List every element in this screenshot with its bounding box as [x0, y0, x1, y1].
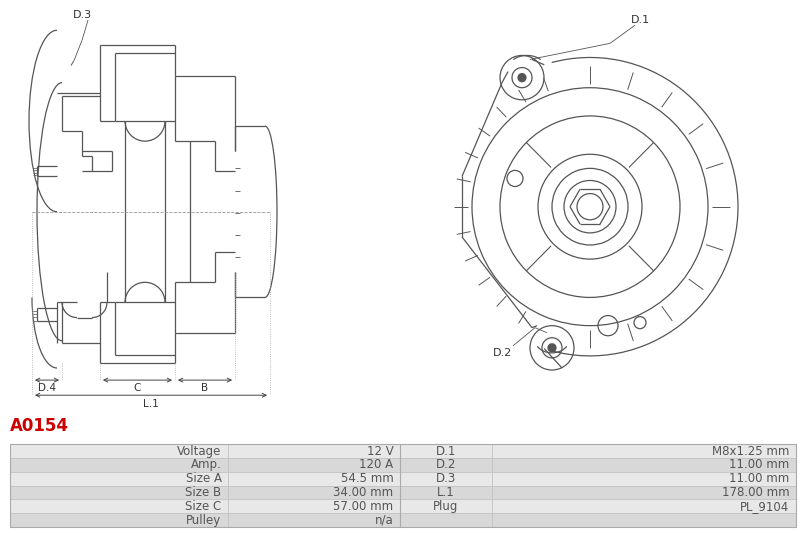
- Text: Size A: Size A: [186, 472, 222, 485]
- Circle shape: [518, 74, 526, 82]
- Text: M8x1.25 mm: M8x1.25 mm: [712, 445, 790, 458]
- Text: 12 V: 12 V: [367, 445, 394, 458]
- Bar: [10, 445, 228, 458]
- Circle shape: [548, 344, 556, 352]
- Text: D.1: D.1: [436, 445, 456, 458]
- Text: Voltage: Voltage: [178, 445, 222, 458]
- Text: D.2: D.2: [436, 458, 456, 472]
- Bar: [228, 472, 400, 486]
- Bar: [492, 445, 796, 458]
- Text: Amp.: Amp.: [191, 458, 222, 472]
- Bar: [400, 513, 492, 527]
- Text: 11.00 mm: 11.00 mm: [730, 458, 790, 472]
- Text: D.2: D.2: [494, 348, 513, 358]
- Text: PL_9104: PL_9104: [740, 500, 790, 513]
- Bar: [400, 472, 492, 486]
- Text: D.1: D.1: [630, 15, 650, 25]
- Bar: [492, 499, 796, 513]
- Text: L.1: L.1: [437, 486, 455, 499]
- Text: A0154: A0154: [10, 417, 69, 435]
- Text: 11.00 mm: 11.00 mm: [730, 472, 790, 485]
- Text: n/a: n/a: [375, 514, 394, 527]
- Text: 120 A: 120 A: [359, 458, 394, 472]
- Text: 54.5 mm: 54.5 mm: [341, 472, 394, 485]
- Text: B: B: [202, 383, 209, 393]
- Bar: [10, 472, 228, 486]
- Text: 57.00 mm: 57.00 mm: [334, 500, 394, 513]
- Text: D.4: D.4: [38, 383, 56, 393]
- Text: D.3: D.3: [436, 472, 456, 485]
- Bar: [400, 445, 492, 458]
- Bar: [10, 513, 228, 527]
- Text: L.1: L.1: [143, 399, 159, 409]
- Bar: [228, 445, 400, 458]
- Bar: [10, 458, 228, 472]
- Bar: [400, 499, 492, 513]
- Bar: [492, 472, 796, 486]
- Bar: [228, 458, 400, 472]
- Bar: [228, 499, 400, 513]
- Text: C: C: [134, 383, 141, 393]
- Text: Pulley: Pulley: [186, 514, 222, 527]
- Bar: [228, 486, 400, 499]
- Bar: [492, 513, 796, 527]
- Bar: [10, 486, 228, 499]
- Text: Size B: Size B: [186, 486, 222, 499]
- Bar: [10, 445, 796, 527]
- Bar: [492, 486, 796, 499]
- Text: Plug: Plug: [434, 500, 458, 513]
- Text: 178.00 mm: 178.00 mm: [722, 486, 790, 499]
- Bar: [492, 458, 796, 472]
- Bar: [228, 513, 400, 527]
- Bar: [10, 499, 228, 513]
- Text: 34.00 mm: 34.00 mm: [334, 486, 394, 499]
- Text: Size C: Size C: [186, 500, 222, 513]
- Bar: [400, 458, 492, 472]
- Bar: [400, 486, 492, 499]
- Text: D.3: D.3: [73, 10, 91, 20]
